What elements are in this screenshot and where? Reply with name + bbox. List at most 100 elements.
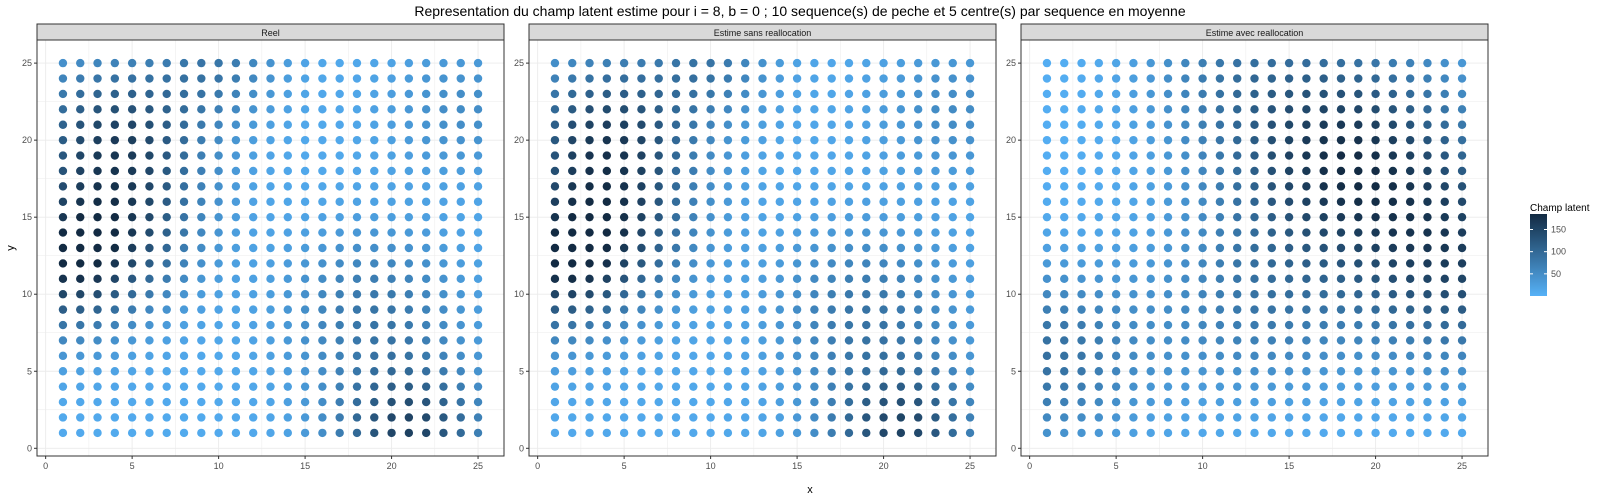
- data-point: [439, 351, 448, 361]
- data-point: [1042, 367, 1052, 376]
- data-point: [619, 351, 629, 361]
- data-point: [896, 367, 906, 376]
- data-point: [1354, 228, 1363, 237]
- data-point: [550, 105, 560, 114]
- data-point: [1336, 212, 1346, 222]
- data-point: [775, 74, 784, 83]
- data-point: [335, 151, 344, 160]
- data-point: [568, 243, 577, 253]
- data-point: [127, 120, 137, 129]
- data-point: [1354, 382, 1363, 391]
- data-point: [1302, 135, 1311, 145]
- data-point: [231, 182, 241, 191]
- data-point: [179, 135, 189, 145]
- data-point: [456, 290, 465, 299]
- data-point: [1077, 212, 1086, 222]
- data-point: [387, 290, 396, 299]
- data-point: [1077, 320, 1086, 330]
- data-point: [810, 120, 819, 129]
- data-point: [810, 135, 819, 145]
- data-point: [862, 151, 871, 160]
- data-point: [473, 182, 483, 191]
- data-point: [404, 182, 414, 191]
- data-point: [1423, 135, 1432, 145]
- data-point: [1111, 305, 1121, 314]
- data-point: [76, 151, 85, 160]
- data-point: [110, 120, 120, 129]
- data-point: [741, 428, 750, 438]
- data-point: [879, 320, 888, 330]
- data-point: [249, 135, 258, 145]
- data-point: [387, 243, 396, 253]
- data-point: [723, 105, 733, 114]
- data-point: [1388, 120, 1398, 129]
- data-point: [1405, 105, 1415, 114]
- data-point: [671, 428, 681, 438]
- data-point: [197, 228, 206, 237]
- data-point: [1060, 212, 1069, 222]
- data-point: [145, 120, 154, 129]
- data-point: [792, 197, 802, 206]
- data-point: [585, 182, 594, 191]
- data-point: [1388, 166, 1398, 176]
- data-point: [1284, 89, 1294, 99]
- data-point: [948, 382, 957, 391]
- data-point: [741, 182, 750, 191]
- data-point: [214, 89, 223, 99]
- data-point: [1250, 320, 1259, 330]
- data-point: [421, 243, 431, 253]
- data-point: [1388, 428, 1398, 438]
- data-point: [404, 428, 414, 438]
- data-point: [844, 105, 854, 114]
- data-point: [637, 182, 646, 191]
- data-point: [145, 243, 154, 253]
- data-point: [456, 413, 465, 422]
- y-tick-label: 10: [1006, 289, 1016, 299]
- data-point: [93, 166, 102, 176]
- data-point: [110, 197, 120, 206]
- data-point: [1129, 89, 1138, 99]
- data-point: [810, 166, 819, 176]
- data-point: [387, 397, 396, 407]
- data-point: [1423, 320, 1432, 330]
- data-point: [758, 428, 767, 438]
- data-point: [1371, 397, 1380, 407]
- data-point: [456, 212, 465, 222]
- data-point: [775, 351, 784, 361]
- data-point: [1215, 74, 1225, 83]
- data-point: [1302, 397, 1311, 407]
- data-point: [214, 259, 223, 268]
- data-point: [439, 197, 448, 206]
- data-point: [792, 58, 802, 68]
- data-point: [965, 367, 975, 376]
- data-point: [58, 305, 68, 314]
- data-point: [197, 274, 206, 284]
- data-point: [283, 320, 292, 330]
- data-point: [913, 135, 923, 145]
- data-point: [844, 259, 854, 268]
- data-point: [844, 413, 854, 422]
- data-point: [879, 135, 888, 145]
- data-point: [318, 182, 327, 191]
- data-point: [1319, 397, 1328, 407]
- data-point: [370, 228, 379, 237]
- data-point: [810, 74, 819, 83]
- data-point: [775, 120, 784, 129]
- data-point: [1215, 120, 1225, 129]
- data-point: [1129, 120, 1138, 129]
- data-point: [1267, 259, 1276, 268]
- data-point: [602, 320, 612, 330]
- data-point: [1198, 305, 1207, 314]
- data-point: [387, 351, 396, 361]
- data-point: [335, 228, 344, 237]
- data-point: [404, 105, 414, 114]
- data-point: [1077, 151, 1086, 160]
- data-point: [1163, 58, 1173, 68]
- data-point: [300, 413, 310, 422]
- data-point: [879, 166, 888, 176]
- data-point: [741, 228, 750, 237]
- data-point: [827, 382, 836, 391]
- data-point: [585, 135, 594, 145]
- data-point: [758, 89, 767, 99]
- data-point: [879, 367, 888, 376]
